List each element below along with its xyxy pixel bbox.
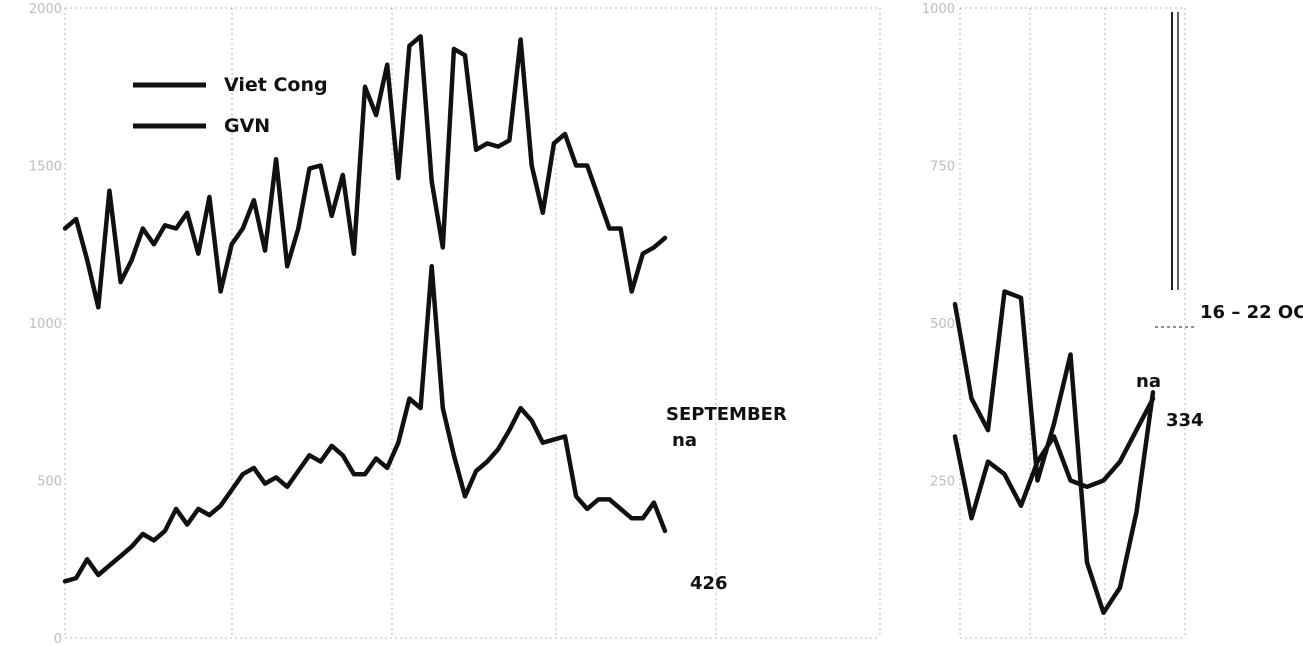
- left-gvn-end-label: 426: [690, 573, 728, 594]
- left-vc-end-label: na: [672, 430, 697, 451]
- right-series-gvn: [952, 396, 1156, 521]
- right-series-viet-cong: [952, 289, 1156, 616]
- right-y-tick-3: 250: [930, 475, 955, 490]
- right-y-tick-0: 1000: [922, 2, 955, 17]
- right-panel-dividers: [1155, 12, 1195, 328]
- legend: Viet Cong GVN: [133, 74, 328, 137]
- left-series-viet-cong: [62, 264, 668, 584]
- period-label: 16 – 22 OCT: [1200, 302, 1303, 323]
- right-gvn-end-label: na: [1136, 371, 1161, 392]
- right-panel-grid: [959, 7, 1186, 639]
- right-y-tick-1: 750: [930, 160, 955, 175]
- right-y-ticks: 1000 750 500 250: [922, 2, 955, 490]
- left-panel-lines: [62, 34, 668, 584]
- left-y-tick-2: 1000: [29, 317, 62, 332]
- left-y-tick-1: 1500: [29, 160, 62, 175]
- september-label: SEPTEMBER: [666, 404, 787, 425]
- left-panel-grid: [64, 7, 881, 639]
- left-series-gvn: [62, 34, 668, 310]
- legend-label-viet-cong: Viet Cong: [224, 74, 328, 96]
- left-y-ticks: 2000 1500 1000 500 0: [29, 2, 62, 646]
- left-y-tick-3: 500: [37, 475, 62, 490]
- right-y-tick-2: 500: [930, 317, 955, 332]
- legend-label-gvn: GVN: [224, 115, 270, 137]
- right-panel-lines: [952, 289, 1156, 616]
- right-vc-end-label: 334: [1166, 410, 1204, 431]
- left-y-tick-0: 2000: [29, 2, 62, 17]
- left-y-tick-4: 0: [54, 632, 62, 646]
